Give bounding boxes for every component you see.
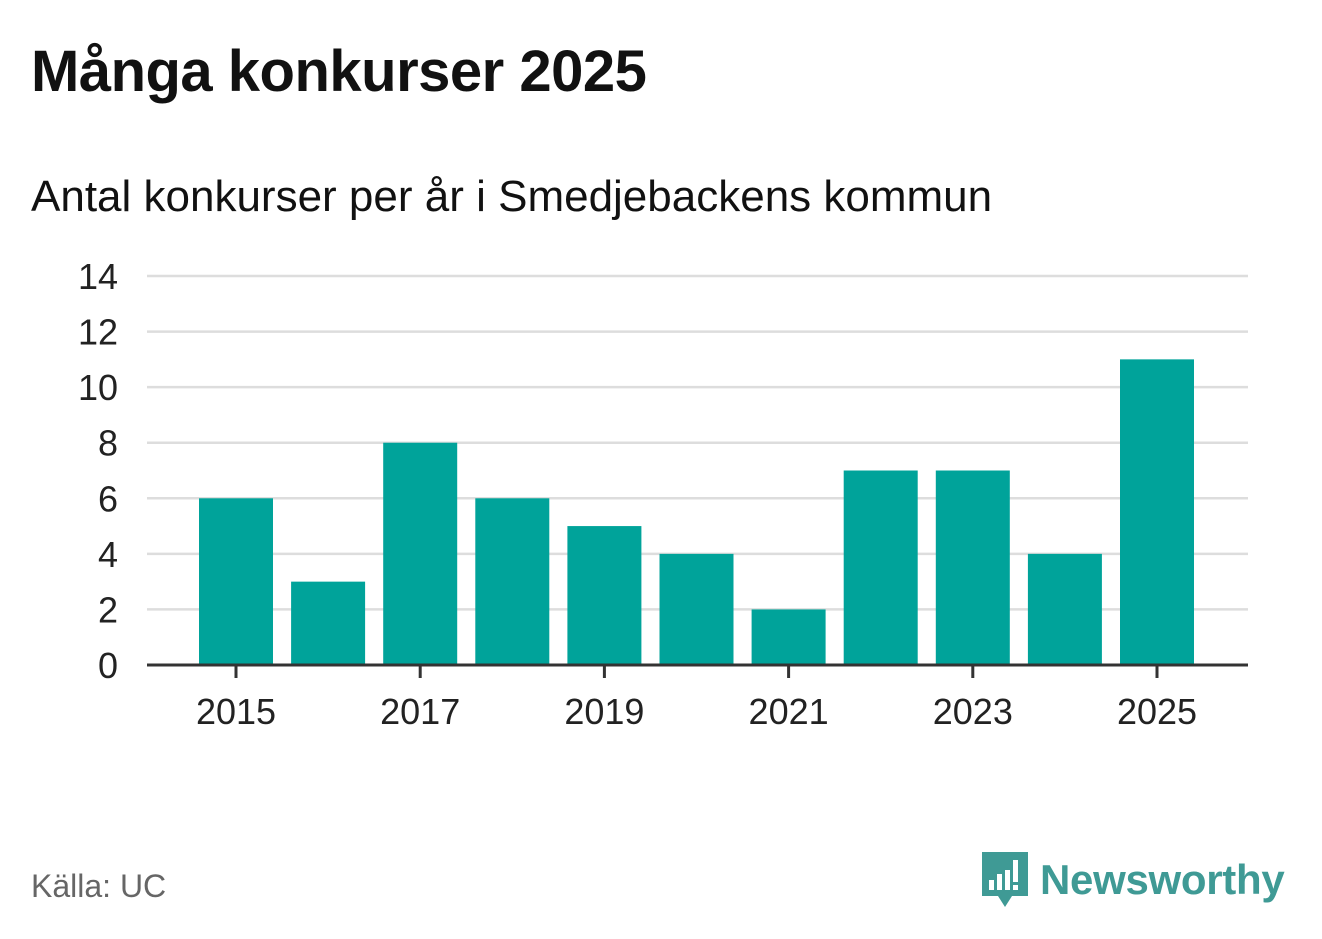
x-tick-label: 2017 bbox=[380, 691, 460, 732]
bar-2017 bbox=[383, 442, 458, 665]
x-tick-label: 2021 bbox=[749, 691, 829, 732]
newsworthy-logo-icon bbox=[982, 852, 1028, 907]
bar-2018 bbox=[475, 498, 550, 665]
x-tick-label: 2023 bbox=[933, 691, 1013, 732]
bar-2015 bbox=[199, 498, 273, 665]
bar-chart: 0 2 4 6 8 10 12 14 2015 2017 2019 2021 2023 2025 bbox=[78, 256, 1248, 732]
bar-2024 bbox=[1027, 553, 1102, 665]
brand-name: Newsworthy bbox=[1040, 856, 1285, 903]
y-tick-label: 2 bbox=[98, 589, 118, 630]
chart-title: Många konkurser 2025 bbox=[31, 39, 647, 104]
x-tick-label: 2025 bbox=[1117, 691, 1197, 732]
x-tick-label: 2019 bbox=[564, 691, 644, 732]
bar-2019 bbox=[567, 526, 642, 665]
y-tick-label: 8 bbox=[98, 423, 118, 464]
bar-2023 bbox=[935, 470, 1010, 665]
newsworthy-logo: Newsworthy bbox=[980, 850, 1285, 910]
y-tick-label: 6 bbox=[98, 478, 118, 519]
bar-2016 bbox=[291, 581, 366, 665]
y-tick-label: 4 bbox=[98, 534, 118, 575]
y-tick-label: 12 bbox=[78, 312, 118, 353]
y-tick-label: 14 bbox=[78, 256, 118, 297]
x-tick-label: 2015 bbox=[196, 691, 276, 732]
bar-2020 bbox=[659, 553, 734, 665]
bar-2025 bbox=[1120, 359, 1194, 665]
bar-2022 bbox=[843, 470, 918, 665]
chart-subtitle: Antal konkurser per år i Smedjebackens k… bbox=[31, 172, 993, 221]
bar-2021 bbox=[751, 609, 826, 665]
source-note: Källa: UC bbox=[31, 868, 167, 904]
y-tick-label: 10 bbox=[78, 367, 118, 408]
y-tick-label: 0 bbox=[98, 645, 118, 686]
